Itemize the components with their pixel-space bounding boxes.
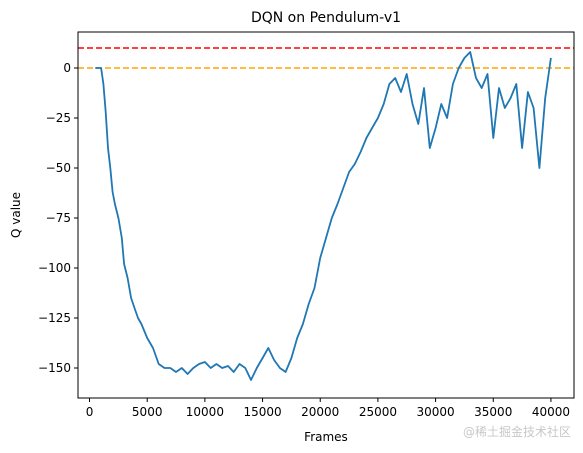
x-tick-label: 35000 — [474, 405, 512, 419]
x-axis-ticks: 0 5000 10000 15000 20000 25000 30000 35000 40000 — [86, 398, 570, 419]
x-tick-label: 30000 — [416, 405, 454, 419]
y-axis-label: Q value — [9, 192, 23, 238]
reference-lines — [78, 47, 574, 69]
x-axis-label: Frames — [304, 430, 348, 444]
chart-title: DQN on Pendulum-v1 — [251, 10, 401, 26]
y-tick-label: 0 — [63, 61, 71, 75]
y-tick-label: −150 — [38, 361, 71, 375]
x-tick-label: 0 — [86, 405, 94, 419]
x-tick-label: 10000 — [186, 405, 224, 419]
x-tick-label: 15000 — [243, 405, 281, 419]
x-tick-label: 20000 — [301, 405, 339, 419]
plot-frame — [77, 31, 575, 399]
y-axis-ticks: 0 −25 −50 −75 −100 −125 −150 — [38, 61, 78, 375]
x-tick-label: 5000 — [132, 405, 163, 419]
x-tick-label: 40000 — [532, 405, 570, 419]
y-tick-label: −100 — [38, 261, 71, 275]
x-tick-label: 25000 — [359, 405, 397, 419]
q-value-series-line — [95, 51, 552, 381]
plot-area — [78, 32, 574, 398]
y-tick-label: −75 — [46, 211, 71, 225]
y-tick-label: −50 — [46, 161, 71, 175]
y-tick-label: −25 — [46, 111, 71, 125]
watermark-text: @稀土掘金技术社区 — [462, 425, 571, 439]
y-tick-label: −125 — [38, 311, 71, 325]
